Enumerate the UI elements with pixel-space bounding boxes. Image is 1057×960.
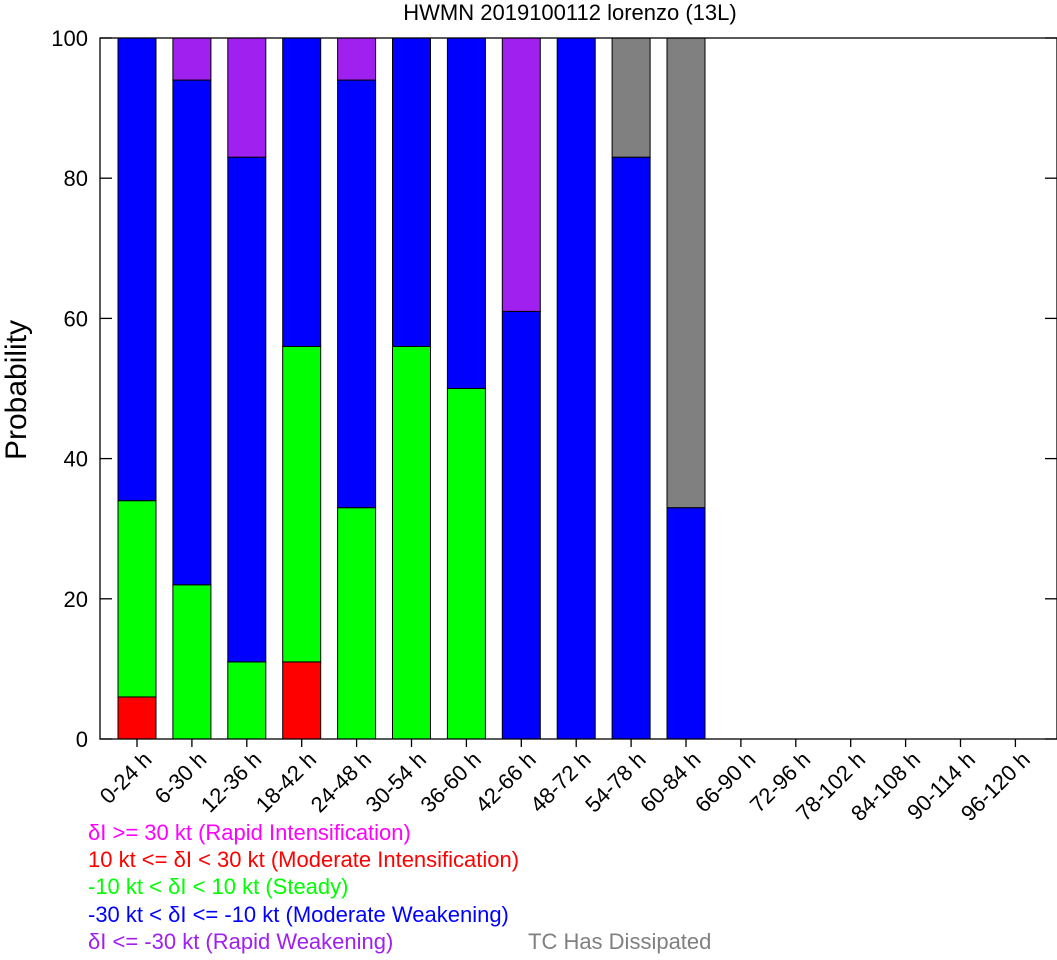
bar-segment-6-30-kt-i-10-kt-moderate-weakening	[392, 37, 431, 347]
bar-segment-3-10-kt-i-10-kt-steady	[227, 661, 267, 740]
x-tick-label-7: 36-60 h	[415, 747, 485, 817]
bar-segment-10-30-kt-i-10-kt-moderate-weakening	[611, 156, 651, 740]
bar-segment-10-tc-has-dissipated	[611, 37, 651, 158]
y-tick-label-40: 40	[64, 447, 88, 472]
x-tick-label-8: 42-66 h	[470, 747, 540, 817]
y-tick-label-60: 60	[64, 306, 88, 331]
y-tick-label-100: 100	[51, 26, 88, 51]
y-axis: 0 20 40 60 80 100	[51, 26, 1057, 752]
bar-segment-5-i-30-kt-rapid-weakening	[337, 37, 377, 81]
x-tick-label-12: 66-90 h	[690, 747, 760, 817]
legend-steady: -10 kt < δI < 10 kt (Steady)	[88, 874, 349, 899]
x-tick-label-1: 0-24 h	[95, 747, 157, 809]
chart-title: HWMN 2019100112 lorenzo (13L)	[403, 0, 736, 25]
x-tick-label-11: 60-84 h	[635, 747, 705, 817]
bar-segment-4-30-kt-i-10-kt-moderate-weakening	[282, 37, 322, 347]
bar-segment-11-30-kt-i-10-kt-moderate-weakening	[666, 507, 706, 740]
legend-moderate-intensification: 10 kt <= δI < 30 kt (Moderate Intensific…	[88, 847, 520, 872]
legend-tc-dissipated: TC Has Dissipated	[528, 929, 712, 954]
bar-segment-4-10-kt-i-30-kt-moderate-intensification	[282, 661, 322, 740]
x-tick-label-4: 18-42 h	[251, 747, 321, 817]
bar-segment-5-10-kt-i-10-kt-steady	[337, 507, 377, 740]
bar-segment-4-10-kt-i-10-kt-steady	[282, 345, 322, 663]
x-tick-label-5: 24-48 h	[306, 747, 376, 817]
bar-segment-8-30-kt-i-10-kt-moderate-weakening	[501, 310, 541, 740]
y-tick-label-20: 20	[64, 587, 88, 612]
y-tick-label-80: 80	[64, 166, 88, 191]
bars-group	[117, 37, 706, 740]
bar-segment-3-30-kt-i-10-kt-moderate-weakening	[227, 156, 267, 663]
y-tick-label-0: 0	[76, 727, 88, 752]
bar-segment-8-i-30-kt-rapid-weakening	[501, 37, 541, 312]
y-axis-label: Probability	[0, 320, 33, 460]
bar-segment-9-30-kt-i-10-kt-moderate-weakening	[556, 37, 596, 740]
x-tick-label-3: 12-36 h	[196, 747, 266, 817]
bar-segment-1-10-kt-i-30-kt-moderate-intensification	[117, 696, 157, 740]
bar-segment-3-i-30-kt-rapid-weakening	[227, 37, 267, 158]
x-tick-label-10: 54-78 h	[580, 747, 650, 817]
x-tick-label-6: 30-54 h	[361, 747, 431, 817]
legend-rapid-intensification: δI >= 30 kt (Rapid Intensification)	[88, 820, 411, 845]
bar-segment-2-i-30-kt-rapid-weakening	[172, 37, 212, 81]
bar-segment-1-30-kt-i-10-kt-moderate-weakening	[117, 37, 157, 502]
legend-moderate-weakening: -30 kt < δI <= -10 kt (Moderate Weakenin…	[88, 902, 509, 927]
bar-segment-11-tc-has-dissipated	[666, 37, 706, 509]
legend-rapid-weakening: δI <= -30 kt (Rapid Weakening)	[88, 929, 394, 954]
bar-segment-6-10-kt-i-10-kt-steady	[392, 345, 431, 740]
bar-segment-1-10-kt-i-10-kt-steady	[117, 500, 157, 698]
bar-segment-2-10-kt-i-10-kt-steady	[172, 584, 212, 740]
x-axis: 0-24 h6-30 h12-36 h18-42 h24-48 h30-54 h…	[95, 739, 1035, 826]
bar-segment-5-30-kt-i-10-kt-moderate-weakening	[337, 79, 377, 509]
plot-frame	[99, 37, 1057, 740]
bar-segment-7-10-kt-i-10-kt-steady	[446, 388, 486, 740]
bar-segment-2-30-kt-i-10-kt-moderate-weakening	[172, 79, 212, 586]
x-tick-label-9: 48-72 h	[525, 747, 595, 817]
bar-segment-7-30-kt-i-10-kt-moderate-weakening	[446, 37, 486, 389]
